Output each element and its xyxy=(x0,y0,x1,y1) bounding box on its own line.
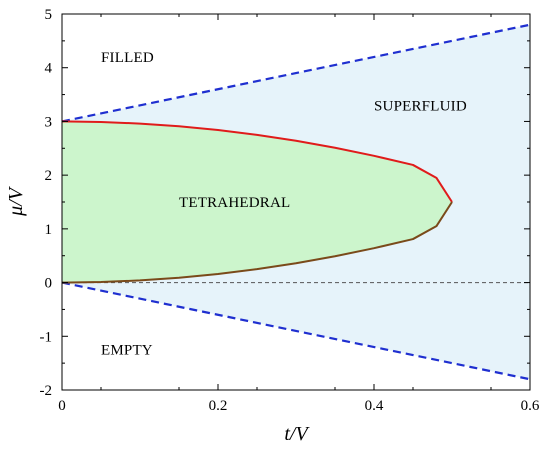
y-tick-label: -2 xyxy=(40,383,53,399)
x-tick-label: 0.6 xyxy=(521,398,540,414)
region-label-superfluid: SUPERFLUID xyxy=(374,98,467,114)
y-tick-label: 0 xyxy=(45,276,53,292)
series-layer xyxy=(61,23,531,381)
y-axis-ticks: -2 -1 0 1 2 3 4 5 xyxy=(40,7,53,399)
x-tick-label: 0.2 xyxy=(209,398,228,414)
series-line-4 xyxy=(61,201,453,284)
series-line-1 xyxy=(61,281,531,381)
y-tick-label: -1 xyxy=(40,329,53,345)
y-tick-label: 3 xyxy=(45,114,53,130)
y-tick-label: 5 xyxy=(45,7,53,23)
x-axis-label: t/V xyxy=(284,423,310,445)
region-label-empty: EMPTY xyxy=(101,343,153,359)
x-tick-label: 0.4 xyxy=(365,398,384,414)
y-tick-label: 4 xyxy=(45,61,53,77)
series-line-0 xyxy=(61,23,531,123)
region-label-tetrahedral: TETRAHEDRAL xyxy=(179,195,290,211)
tetrahedral-region-fill xyxy=(62,121,452,283)
axes xyxy=(61,13,531,391)
y-tick-label: 1 xyxy=(45,222,53,238)
series-line-3 xyxy=(61,120,453,203)
y-axis-label: μ/V xyxy=(5,185,27,217)
x-axis-ticks: 0 0.2 0.4 0.6 xyxy=(58,398,540,414)
region-labels: FILLED SUPERFLUID TETRAHEDRAL EMPTY xyxy=(101,50,467,359)
region-label-filled: FILLED xyxy=(101,50,154,66)
plot-fills xyxy=(62,24,530,380)
x-tick-label: 0 xyxy=(58,398,66,414)
y-tick-label: 2 xyxy=(45,168,53,184)
